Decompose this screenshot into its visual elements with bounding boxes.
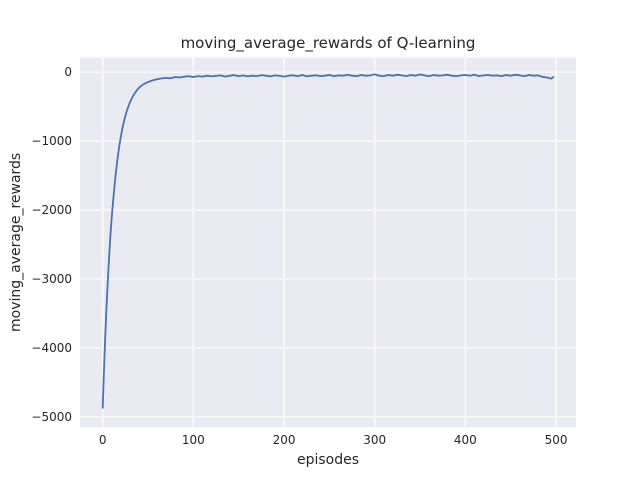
x-axis-label: episodes (297, 452, 359, 468)
x-tick-label: 400 (454, 433, 477, 447)
y-tick-label: −4000 (31, 341, 72, 355)
y-tick-label: 0 (64, 65, 72, 79)
x-tick-label: 500 (545, 433, 568, 447)
y-tick-labels: 0 −1000 −2000 −3000 −4000 −5000 (31, 65, 72, 424)
x-tick-label: 300 (363, 433, 386, 447)
gridlines (80, 57, 576, 428)
y-axis-label: moving_average_rewards (8, 153, 24, 332)
y-tick-label: −3000 (31, 272, 72, 286)
y-tick-label: −1000 (31, 134, 72, 148)
x-tick-label: 100 (182, 433, 205, 447)
x-tick-labels: 0 100 200 300 400 500 (99, 433, 568, 447)
y-tick-label: −5000 (31, 410, 72, 424)
y-tick-label: −2000 (31, 203, 72, 217)
chart-title: moving_average_rewards of Q-learning (181, 34, 476, 53)
moving-average-reward-line (101, 73, 555, 409)
x-tick-label: 200 (273, 433, 296, 447)
plot-area (80, 57, 576, 428)
x-tick-label: 0 (99, 433, 107, 447)
